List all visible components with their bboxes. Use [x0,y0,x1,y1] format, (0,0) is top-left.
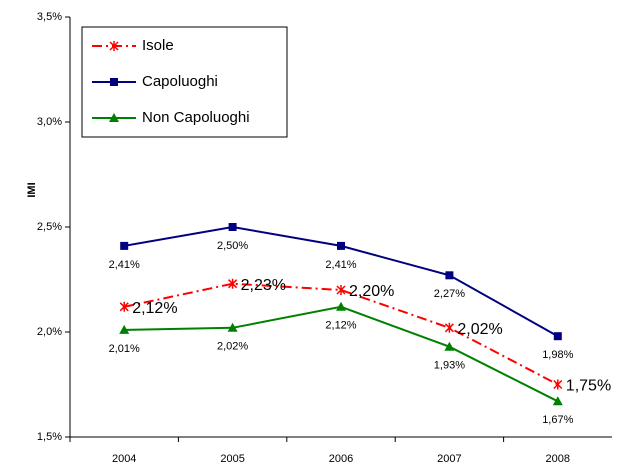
data-label: 2,20% [349,283,394,300]
data-point [444,341,455,351]
data-point [227,322,238,332]
data-point [336,301,346,311]
data-point [119,301,129,312]
data-point [552,396,563,406]
data-point [444,322,454,333]
data-point [445,271,454,280]
x-tick-label: 2006 [329,453,353,465]
data-point [553,332,562,341]
x-tick-label: 2007 [437,453,461,465]
legend-label: Isole [142,37,174,54]
data-label: 1,98% [542,349,573,361]
legend-label: Non Capoluoghi [142,109,250,126]
legend: Isole Capoluoghi Non Capoluoghi [81,26,288,138]
data-point [120,241,129,250]
data-point [553,379,563,390]
data-label: 1,93% [434,360,465,372]
legend-label: Capoluoghi [142,73,218,90]
x-tick-label: 2004 [112,453,136,465]
data-label: 1,75% [566,378,611,395]
y-tick-label: 2,5% [37,221,62,233]
data-label: 2,02% [217,341,248,353]
y-tick-label: 3,5% [37,11,62,23]
data-label: 2,23% [241,277,286,294]
legend-marker [110,78,118,86]
x-tick-label: 2008 [546,453,570,465]
data-point [336,285,346,295]
data-label: 2,41% [325,259,356,271]
data-label: 2,01% [109,343,140,355]
data-point [119,324,130,334]
series-line [123,282,559,386]
legend-marker [109,41,119,51]
data-label: 2,12% [325,320,356,332]
y-axis-title: IMI [26,182,38,197]
data-label: 2,02% [457,321,502,338]
data-label: 2,41% [109,259,140,271]
data-point [228,278,238,289]
y-tick-label: 1,5% [37,431,62,443]
data-label: 2,12% [132,300,177,317]
data-point [337,241,345,250]
legend-marker [109,113,119,122]
data-point [228,223,237,231]
y-tick-label: 3,0% [37,116,62,128]
x-tick-label: 2005 [220,453,244,465]
data-label: 2,27% [434,288,465,300]
data-label: 2,50% [217,240,248,252]
data-label: 1,67% [542,414,573,426]
y-tick-label: 2,0% [37,326,62,338]
